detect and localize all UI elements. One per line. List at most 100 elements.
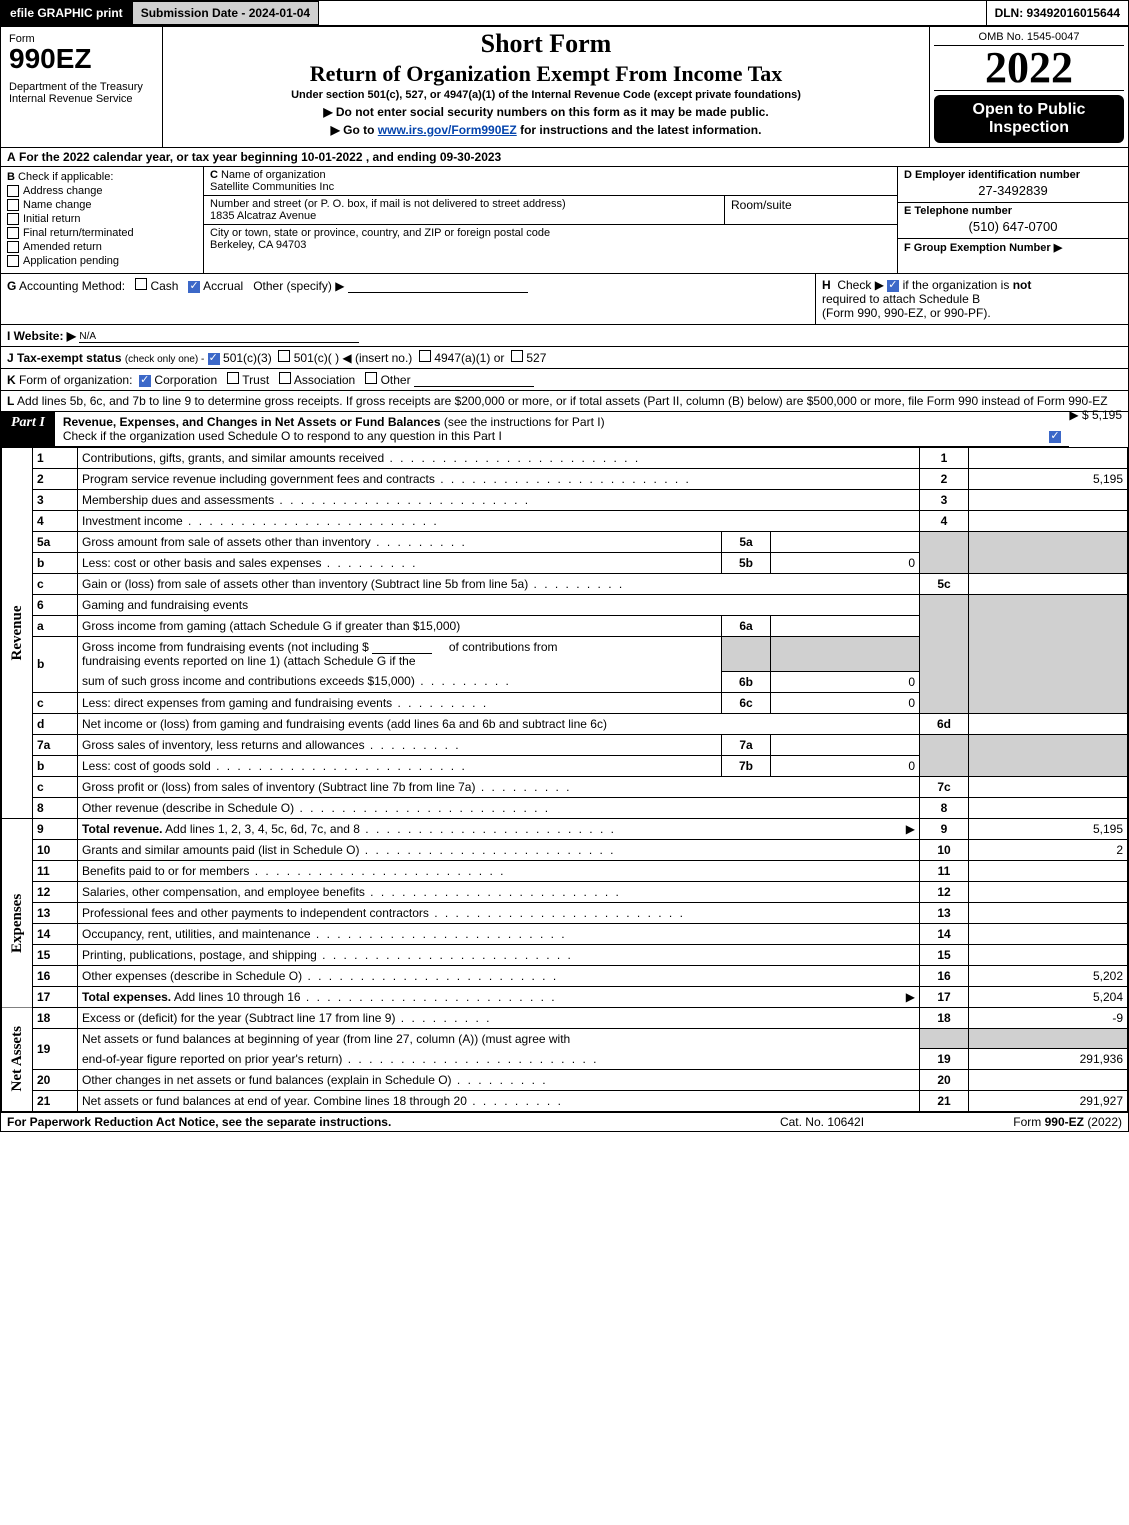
j-501c3-checked[interactable] xyxy=(208,353,220,365)
l7a-sc: 7a xyxy=(722,734,771,755)
section-a-text: For the 2022 calendar year, or tax year … xyxy=(19,150,501,164)
street-row: Number and street (or P. O. box, if mail… xyxy=(204,196,897,225)
l21-col: 21 xyxy=(920,1091,969,1112)
irs-text: Internal Revenue Service xyxy=(9,93,133,105)
l20-col: 20 xyxy=(920,1070,969,1091)
l6a-desc: Gross income from gaming (attach Schedul… xyxy=(82,619,460,633)
l4-val xyxy=(969,511,1128,532)
expenses-side-label: Expenses xyxy=(2,839,33,1007)
l13-no: 13 xyxy=(33,902,78,923)
l12-desc: Salaries, other compensation, and employ… xyxy=(82,885,365,899)
l10-desc: Grants and similar amounts paid (list in… xyxy=(82,843,359,857)
line-10: Expenses 10 Grants and similar amounts p… xyxy=(2,839,1128,860)
section-f-label: F Group Exemption Number ▶ xyxy=(904,242,1062,254)
l5c-val xyxy=(969,574,1128,595)
l6c-sc: 6c xyxy=(722,692,771,713)
goto-prefix: ▶ Go to xyxy=(331,123,378,137)
other-specify-field[interactable] xyxy=(348,292,528,293)
section-k-label: K xyxy=(7,373,16,387)
l19-val: 291,936 xyxy=(969,1049,1128,1070)
j-501c-checkbox[interactable] xyxy=(278,350,290,362)
part1-check-note: Check if the organization used Schedule … xyxy=(63,429,502,443)
line-5a: 5a Gross amount from sale of assets othe… xyxy=(2,532,1128,553)
header-left: Form 990EZ Department of the Treasury In… xyxy=(1,27,163,147)
part1-header: Part I Revenue, Expenses, and Changes in… xyxy=(1,412,1069,447)
footer: For Paperwork Reduction Act Notice, see … xyxy=(1,1112,1128,1131)
section-h-not: not xyxy=(1013,278,1032,292)
short-form-title: Short Form xyxy=(173,29,919,59)
j-opt3: 4947(a)(1) or xyxy=(434,351,504,365)
l6b-sv: 0 xyxy=(771,671,920,692)
part1-title-text: Revenue, Expenses, and Changes in Net As… xyxy=(63,415,441,429)
form990ez-link[interactable]: www.irs.gov/Form990EZ xyxy=(378,123,517,137)
k-assoc-checkbox[interactable] xyxy=(279,372,291,384)
l5a-no: 5a xyxy=(33,532,78,553)
form-number: 990EZ xyxy=(9,43,92,74)
cash-checkbox[interactable] xyxy=(135,278,147,290)
line-2: 2 Program service revenue including gove… xyxy=(2,469,1128,490)
section-d-label: D Employer identification number xyxy=(904,169,1080,181)
cb-name-change[interactable]: Name change xyxy=(7,199,197,211)
l3-val xyxy=(969,490,1128,511)
l6c-desc: Less: direct expenses from gaming and fu… xyxy=(82,696,392,710)
no-ssn-line: ▶ Do not enter social security numbers o… xyxy=(173,105,919,119)
l9-desc2: Add lines 1, 2, 3, 4, 5c, 6d, 7c, and 8 xyxy=(162,822,359,836)
k-corp-checked[interactable] xyxy=(139,375,151,387)
l5c-desc: Gain or (loss) from sale of assets other… xyxy=(82,577,528,591)
opt-other: Other (specify) ▶ xyxy=(253,279,344,293)
org-name-row: C Name of organization Satellite Communi… xyxy=(204,167,897,196)
return-title: Return of Organization Exempt From Incom… xyxy=(173,61,919,87)
l7c-col: 7c xyxy=(920,776,969,797)
footer-form-pre: Form xyxy=(1013,1115,1044,1129)
accrual-checkbox-checked[interactable] xyxy=(188,281,200,293)
street-cell: Number and street (or P. O. box, if mail… xyxy=(204,196,724,224)
cb-application-pending[interactable]: Application pending xyxy=(7,255,197,267)
website-field[interactable]: N/A xyxy=(79,328,359,343)
l14-val xyxy=(969,923,1128,944)
k-opt-other: Other xyxy=(381,373,411,387)
cb-amended-return[interactable]: Amended return xyxy=(7,241,197,253)
k-opt-trust: Trust xyxy=(242,373,269,387)
cb-name-label: Name change xyxy=(23,199,92,211)
l5b-sc: 5b xyxy=(722,553,771,574)
line-19a: 19 Net assets or fund balances at beginn… xyxy=(2,1028,1128,1049)
efile-print-button[interactable]: efile GRAPHIC print xyxy=(1,1,132,25)
l7b-no: b xyxy=(33,755,78,776)
l3-no: 3 xyxy=(33,490,78,511)
section-i-label: I Website: ▶ xyxy=(7,329,76,343)
section-j: J Tax-exempt status (check only one) - 5… xyxy=(1,347,1128,369)
cb-address-change[interactable]: Address change xyxy=(7,185,197,197)
k-trust-checkbox[interactable] xyxy=(227,372,239,384)
cb-initial-return[interactable]: Initial return xyxy=(7,213,197,225)
k-opt-assoc: Association xyxy=(294,373,355,387)
submission-date-button[interactable]: Submission Date - 2024-01-04 xyxy=(132,1,319,25)
line-19b: end-of-year figure reported on prior yea… xyxy=(2,1049,1128,1070)
cb-final-return[interactable]: Final return/terminated xyxy=(7,227,197,239)
l15-no: 15 xyxy=(33,944,78,965)
h-checkbox-checked[interactable] xyxy=(887,280,899,292)
room-suite-cell: Room/suite xyxy=(724,196,897,224)
section-j-note: (check only one) - xyxy=(125,354,204,365)
l6d-no: d xyxy=(33,713,78,734)
line-8: 8 Other revenue (describe in Schedule O)… xyxy=(2,797,1128,818)
l7b-desc: Less: cost of goods sold xyxy=(82,759,211,773)
k-other-checkbox[interactable] xyxy=(365,372,377,384)
l5a-sv xyxy=(771,532,920,553)
l7ab-shade xyxy=(920,734,969,776)
section-c-label: C xyxy=(210,169,218,181)
l11-val xyxy=(969,860,1128,881)
section-l-text: Add lines 5b, 6c, and 7b to line 9 to de… xyxy=(17,394,1108,408)
l21-val: 291,927 xyxy=(969,1091,1128,1112)
part1-schedule-o-checked[interactable] xyxy=(1049,431,1061,443)
l19-desc2: end-of-year figure reported on prior yea… xyxy=(82,1052,342,1066)
k-other-field[interactable] xyxy=(414,386,534,387)
line-17: 17 Total expenses. Add lines 10 through … xyxy=(2,986,1128,1007)
section-f: F Group Exemption Number ▶ xyxy=(898,239,1128,256)
l20-desc: Other changes in net assets or fund bala… xyxy=(82,1073,452,1087)
goto-line: ▶ Go to www.irs.gov/Form990EZ for instru… xyxy=(173,123,919,137)
section-h-line3: (Form 990, 990-EZ, or 990-PF). xyxy=(822,306,991,320)
j-4947-checkbox[interactable] xyxy=(419,350,431,362)
line-14: 14 Occupancy, rent, utilities, and maint… xyxy=(2,923,1128,944)
revenue-side-label: Revenue xyxy=(2,448,33,819)
j-527-checkbox[interactable] xyxy=(511,350,523,362)
